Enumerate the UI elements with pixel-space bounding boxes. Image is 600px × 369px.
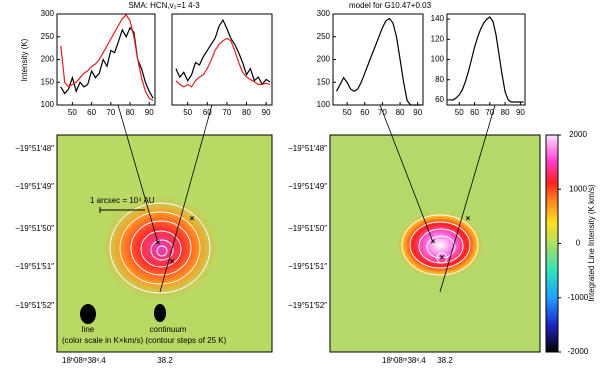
- x-tick-label: 60: [203, 108, 212, 117]
- x-tick-label: 50: [455, 108, 464, 117]
- scale-label: 1 arcsec = 10⁴ AU: [90, 196, 155, 205]
- beam-label: line: [82, 325, 95, 334]
- x-tick-label: 70: [378, 108, 387, 117]
- map-y-label: −19°51′48″: [15, 144, 54, 153]
- map-y-label: −19°51′51″: [288, 262, 327, 271]
- x-tick-label: 80: [126, 108, 135, 117]
- colorbar-tick-label: 2000: [569, 130, 587, 139]
- map-y-label: −19°51′51″: [15, 262, 54, 271]
- x-tick-label: 90: [145, 108, 154, 117]
- map-y-label: −19°51′49″: [288, 182, 327, 191]
- spectrum-line: [450, 16, 524, 103]
- marker: ×: [466, 214, 471, 223]
- x-tick-label: 90: [413, 108, 422, 117]
- colorbar-label: Integrated Line Intensity (K km/s): [587, 184, 596, 302]
- x-tick-label: 80: [242, 108, 251, 117]
- plot-frame: [171, 13, 273, 106]
- colorbar-tick-label: -2000: [568, 347, 589, 356]
- x-tick-label: 60: [360, 108, 369, 117]
- x-tick-label: 50: [183, 108, 192, 117]
- y-tick-label: 100: [431, 55, 445, 64]
- x-tick-label: 80: [396, 108, 405, 117]
- colorbar-tick-label: -1000: [568, 293, 589, 302]
- map-x-label: 18ʰ08ᵐ38ˢ.4: [62, 356, 106, 365]
- x-tick-label: 70: [222, 108, 231, 117]
- spectrum-line: [60, 26, 154, 99]
- map-right: × × ×: [329, 104, 541, 353]
- spectrum-line: [60, 13, 154, 102]
- map-y-label: −19°51′52″: [288, 301, 327, 310]
- x-tick-label: 70: [106, 108, 115, 117]
- y-tick-label: 300: [317, 9, 331, 18]
- y-tick-label: 140: [431, 14, 445, 23]
- colorbar-tick-label: 1000: [569, 184, 587, 193]
- colorbar-tick-label: 0: [576, 239, 581, 248]
- map-left: 1 arcsec = 10⁴ AU line continuum (color …: [56, 104, 273, 353]
- map-y-label: −19°51′52″: [15, 301, 54, 310]
- map-y-label: −19°51′50″: [288, 224, 327, 233]
- marker: ×: [190, 214, 195, 223]
- y-tick-label: 150: [41, 77, 55, 86]
- marker: ×: [170, 257, 175, 266]
- map-y-label: −19°51′49″: [15, 182, 54, 191]
- spectrum-line: [175, 37, 271, 88]
- y-tick-label: 100: [41, 100, 55, 109]
- plot-frame: [446, 13, 526, 106]
- y-tick-label: 250: [41, 32, 55, 41]
- y-tick-label: 200: [317, 55, 331, 64]
- y-tick-label: 300: [41, 9, 55, 18]
- x-tick-label: 50: [343, 108, 352, 117]
- y-tick-label: 80: [435, 75, 444, 84]
- map-y-label: −19°51′50″: [15, 224, 54, 233]
- beam-label: continuum: [150, 325, 187, 334]
- x-tick-label: 70: [485, 108, 494, 117]
- x-tick-label: 60: [87, 108, 96, 117]
- colorbar: [545, 134, 559, 353]
- plot-frame: [56, 13, 156, 106]
- panel-header: model for G10.47+0.03: [349, 1, 432, 10]
- marker: ×: [440, 253, 445, 262]
- y-axis-label: Intensity (K): [20, 38, 29, 81]
- y-tick-label: 250: [317, 32, 331, 41]
- map-note: (color scale in K×km/s) (contour steps o…: [62, 336, 227, 345]
- y-tick-label: 60: [435, 95, 444, 104]
- spectrum-line: [335, 17, 422, 106]
- spectrum-line: [175, 18, 271, 86]
- x-tick-label: 60: [470, 108, 479, 117]
- x-tick-label: 90: [262, 108, 271, 117]
- map-y-label: −19°51′48″: [288, 144, 327, 153]
- map-x-label: 38.2: [437, 356, 453, 365]
- plot-frame: [332, 13, 424, 106]
- x-tick-label: 50: [68, 108, 77, 117]
- x-tick-label: 90: [516, 108, 525, 117]
- y-tick-label: 100: [317, 100, 331, 109]
- map-x-label: 38.2: [157, 356, 173, 365]
- x-tick-label: 80: [501, 108, 510, 117]
- map-x-label: 18ʰ08ᵐ38ˢ.4: [382, 356, 426, 365]
- y-tick-label: 120: [431, 34, 445, 43]
- y-tick-label: 200: [41, 55, 55, 64]
- y-tick-label: 150: [317, 77, 331, 86]
- panel-header: SMA: HCN,v₂=1 4-3: [128, 1, 200, 10]
